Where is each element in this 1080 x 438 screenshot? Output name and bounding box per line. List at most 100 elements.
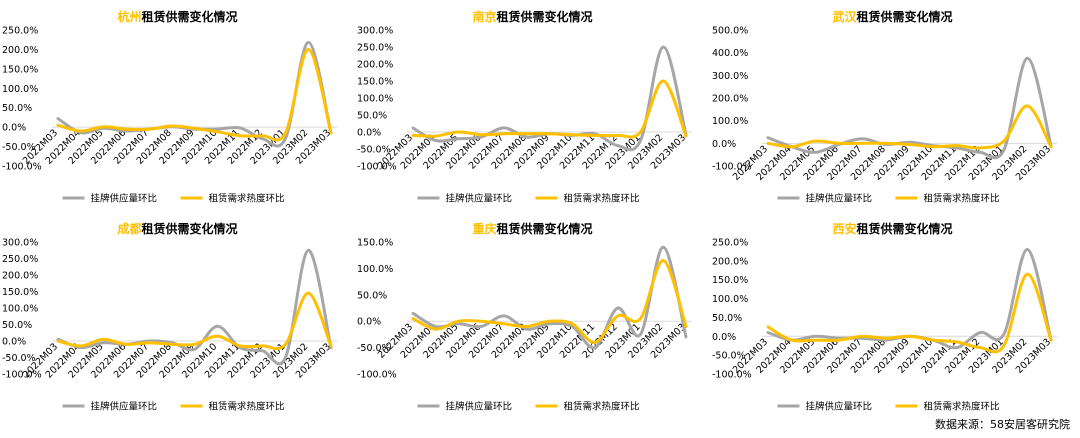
legend-label-demand: 租赁需求热度环比	[209, 193, 285, 205]
y-tick-label: 150.0%	[2, 287, 38, 298]
chart-title: 西安租赁供需变化情况	[832, 221, 952, 236]
chart-title-city: 南京	[472, 9, 496, 24]
series-line-supply	[411, 245, 688, 350]
legend-label-demand: 租赁需求热度环比	[209, 401, 285, 413]
data-source: 数据来源：58安居客研究院	[935, 418, 1070, 431]
y-tick-label: 50.0%	[2, 103, 32, 114]
chart-title-text: 租赁供需变化情况	[857, 221, 953, 236]
y-tick-label: -50.0%	[2, 142, 36, 153]
y-tick-label: 200.0%	[712, 256, 748, 267]
y-tick-label: 100.0%	[357, 94, 393, 105]
chart-title-text: 租赁供需变化情况	[142, 221, 238, 236]
y-tick-label: 200.0%	[357, 60, 393, 71]
y-tick-label: -100.0%	[357, 370, 397, 381]
chart-title-city: 西安	[832, 221, 856, 236]
chart-svg: 南京租赁供需变化情况 -100.0% -50.0% 0.0% 50.0% 100.0% 15…	[357, 9, 692, 205]
chart-title-city: 杭州	[117, 9, 141, 24]
y-tick-label: 200.0%	[2, 45, 38, 56]
y-tick-label: -100.0%	[357, 162, 397, 173]
series-line-demand	[56, 47, 333, 142]
chart-title: 重庆租赁供需变化情况	[472, 221, 592, 236]
y-tick-label: -100.0%	[2, 370, 42, 381]
series-line-supply	[766, 56, 1053, 160]
y-tick-label: 200.0%	[712, 94, 748, 105]
y-tick-label: 100.0%	[712, 294, 748, 305]
chart-title-text: 租赁供需变化情况	[142, 9, 238, 24]
y-tick-label: 400.0%	[712, 48, 748, 59]
chart-title-city: 重庆	[472, 221, 496, 236]
chart-panel: 武汉租赁供需变化情况 -100.0% 0.0% 100.0% 200.0% 300.0% 4…	[710, 0, 1075, 212]
y-tick-label: 0.0%	[712, 139, 736, 150]
y-tick-label: 500.0%	[712, 26, 748, 37]
legend-label-supply: 挂牌供应量环比	[806, 401, 873, 413]
y-tick-label: 0.0%	[357, 128, 381, 139]
y-tick-label: 150.0%	[712, 275, 748, 286]
legend-label-demand: 租赁需求热度环比	[924, 193, 1000, 205]
y-tick-label: 50.0%	[2, 320, 32, 331]
y-tick-label: 100.0%	[357, 264, 393, 275]
legend-label-supply: 挂牌供应量环比	[446, 193, 513, 205]
y-tick-label: -50.0%	[712, 351, 746, 362]
y-tick-label: 50.0%	[357, 111, 387, 122]
legend-label-demand: 租赁需求热度环比	[564, 193, 640, 205]
y-tick-label: 100.0%	[2, 84, 38, 95]
series-line-supply	[56, 40, 333, 148]
y-tick-label: 100.0%	[712, 116, 748, 127]
chart-title-text: 租赁供需变化情况	[497, 221, 593, 236]
y-tick-label: 150.0%	[2, 64, 38, 75]
y-tick-label: 0.0%	[2, 123, 26, 134]
y-tick-label: 250.0%	[2, 254, 38, 265]
chart-title: 武汉租赁供需变化情况	[832, 9, 952, 24]
chart-title-city: 成都	[117, 221, 141, 236]
series-line-demand	[411, 79, 688, 139]
y-tick-label: 0.0%	[712, 332, 736, 343]
legend-label-supply: 挂牌供应量环比	[806, 193, 873, 205]
y-tick-label: -100.0%	[712, 370, 752, 381]
legend-label-supply: 挂牌供应量环比	[91, 193, 158, 205]
chart-svg: 西安租赁供需变化情况 -100.0% -50.0% 0.0% 50.0% 100.0% 15…	[712, 221, 1057, 413]
series-line-supply	[56, 248, 333, 366]
chart-title-city: 武汉	[832, 9, 857, 24]
series-line-demand	[766, 104, 1053, 150]
series-line-demand	[766, 272, 1053, 354]
y-tick-label: 300.0%	[712, 71, 748, 82]
chart-svg: 杭州租赁供需变化情况 -100.0% -50.0% 0.0% 50.0% 100.0% 15…	[2, 9, 337, 205]
y-tick-label: 50.0%	[712, 313, 742, 324]
legend-label-supply: 挂牌供应量环比	[91, 401, 158, 413]
chart-panel: 杭州租赁供需变化情况 -100.0% -50.0% 0.0% 50.0% 100.0% 15…	[0, 0, 355, 212]
y-tick-label: 300.0%	[357, 26, 393, 37]
y-tick-label: -50.0%	[2, 353, 36, 364]
y-tick-label: -50.0%	[357, 343, 391, 354]
y-tick-label: 50.0%	[357, 290, 387, 301]
y-tick-label: -100.0%	[2, 162, 42, 173]
y-tick-label: 0.0%	[357, 317, 381, 328]
chart-panel: 重庆租赁供需变化情况 -100.0% -50.0% 0.0% 50.0% 100.0% 15…	[355, 212, 710, 420]
y-tick-label: 150.0%	[357, 238, 393, 249]
y-tick-label: -50.0%	[357, 145, 391, 156]
y-tick-label: 150.0%	[357, 77, 393, 88]
y-tick-label: 250.0%	[357, 43, 393, 54]
y-tick-label: 200.0%	[2, 271, 38, 282]
chart-title-text: 租赁供需变化情况	[857, 9, 953, 24]
chart-svg: 武汉租赁供需变化情况 -100.0% 0.0% 100.0% 200.0% 300.0% 4…	[712, 9, 1057, 205]
legend-label-supply: 挂牌供应量环比	[446, 401, 513, 413]
chart-title: 杭州租赁供需变化情况	[117, 9, 237, 24]
chart-svg: 成都租赁供需变化情况 -100.0% -50.0% 0.0% 50.0% 100.0% 15…	[2, 221, 337, 413]
chart-panel: 西安租赁供需变化情况 -100.0% -50.0% 0.0% 50.0% 100.0% 15…	[710, 212, 1075, 420]
chart-panel: 南京租赁供需变化情况 -100.0% -50.0% 0.0% 50.0% 100.0% 15…	[355, 0, 710, 212]
chart-title: 成都租赁供需变化情况	[117, 221, 237, 236]
legend-label-demand: 租赁需求热度环比	[564, 401, 640, 413]
series-line-demand	[56, 291, 333, 351]
legend-label-demand: 租赁需求热度环比	[924, 401, 1000, 413]
y-tick-label: 250.0%	[2, 26, 38, 37]
chart-svg: 重庆租赁供需变化情况 -100.0% -50.0% 0.0% 50.0% 100.0% 15…	[357, 221, 692, 413]
y-tick-label: -100.0%	[712, 162, 752, 173]
chart-panel: 成都租赁供需变化情况 -100.0% -50.0% 0.0% 50.0% 100.0% 15…	[0, 212, 355, 420]
chart-title-text: 租赁供需变化情况	[497, 9, 593, 24]
y-tick-label: 300.0%	[2, 238, 38, 249]
y-tick-label: 0.0%	[2, 337, 26, 348]
y-tick-label: 250.0%	[712, 238, 748, 249]
y-tick-label: 100.0%	[2, 304, 38, 315]
chart-title: 南京租赁供需变化情况	[472, 9, 592, 24]
series-line-demand	[411, 258, 688, 344]
